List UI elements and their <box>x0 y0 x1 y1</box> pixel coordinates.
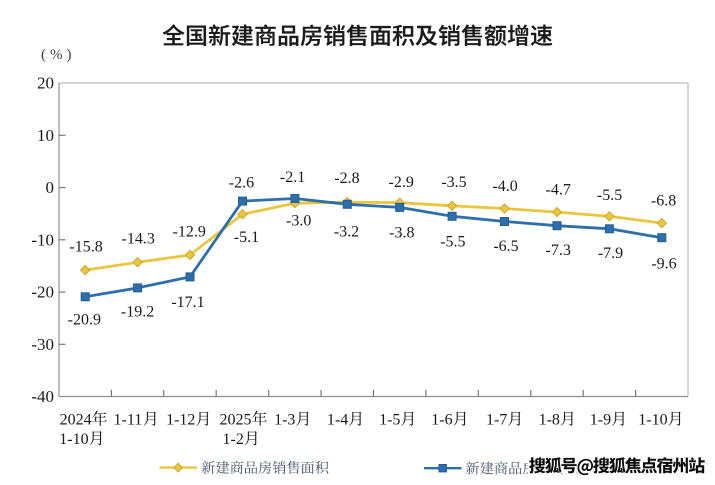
svg-text:-20: -20 <box>31 283 54 302</box>
svg-text:1-9: 1-9 <box>590 412 611 429</box>
svg-text:-14.3: -14.3 <box>122 231 155 248</box>
svg-text:2024: 2024 <box>60 412 92 429</box>
svg-text:1-11: 1-11 <box>114 412 143 429</box>
svg-text:1-10: 1-10 <box>59 431 88 448</box>
svg-text:-5.5: -5.5 <box>597 187 622 204</box>
svg-text:-5.1: -5.1 <box>234 229 259 246</box>
svg-text:0: 0 <box>46 178 55 197</box>
svg-text:-2.8: -2.8 <box>334 170 359 187</box>
svg-text:1-4: 1-4 <box>327 412 348 429</box>
svg-text:-4.7: -4.7 <box>546 182 571 199</box>
svg-text:-3.8: -3.8 <box>389 225 414 242</box>
svg-text:-7.9: -7.9 <box>598 245 623 262</box>
svg-text:-20.9: -20.9 <box>68 312 101 329</box>
svg-text:2025: 2025 <box>220 412 252 429</box>
svg-text:-15.8: -15.8 <box>69 239 102 256</box>
svg-text:-40: -40 <box>31 387 54 406</box>
svg-text:-4.0: -4.0 <box>492 178 517 195</box>
svg-text:1-12: 1-12 <box>166 412 195 429</box>
svg-text:1-2: 1-2 <box>223 431 244 448</box>
svg-text:(%): (%) <box>41 47 76 63</box>
svg-text:-6.8: -6.8 <box>651 192 676 209</box>
svg-text:-7.3: -7.3 <box>546 242 571 259</box>
svg-text:1-7: 1-7 <box>486 412 507 429</box>
svg-text:-30: -30 <box>31 335 54 354</box>
svg-text:1-10: 1-10 <box>638 412 667 429</box>
svg-text:-2.6: -2.6 <box>229 175 254 192</box>
svg-text:-10: -10 <box>31 230 54 249</box>
svg-text:1-5: 1-5 <box>379 412 400 429</box>
svg-text:1-8: 1-8 <box>539 412 560 429</box>
svg-text:20: 20 <box>37 74 54 93</box>
svg-text:10: 10 <box>37 126 54 145</box>
svg-text:-2.9: -2.9 <box>389 174 414 191</box>
svg-text:-3.2: -3.2 <box>334 223 359 240</box>
svg-text:1-3: 1-3 <box>274 412 295 429</box>
svg-text:-2.1: -2.1 <box>280 169 305 186</box>
svg-text:-12.9: -12.9 <box>173 223 206 240</box>
svg-text:-9.6: -9.6 <box>651 255 676 272</box>
svg-text:-5.5: -5.5 <box>440 234 465 251</box>
svg-text:1-6: 1-6 <box>431 412 452 429</box>
svg-text:-3.0: -3.0 <box>286 213 311 230</box>
svg-text:-19.2: -19.2 <box>121 303 154 320</box>
svg-text:-6.5: -6.5 <box>493 238 518 255</box>
svg-text:-17.1: -17.1 <box>171 294 204 311</box>
svg-text:-3.5: -3.5 <box>441 174 466 191</box>
